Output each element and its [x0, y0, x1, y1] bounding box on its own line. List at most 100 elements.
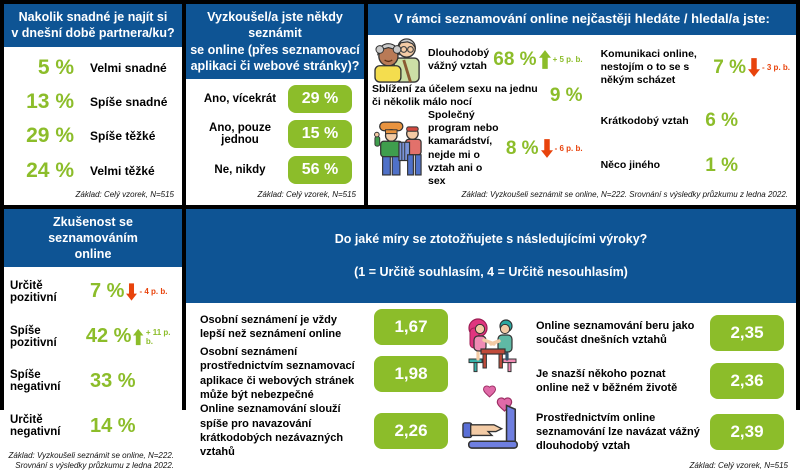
- stat-value: 14 %: [90, 414, 136, 437]
- stat-label: Něco jiného: [600, 159, 661, 172]
- stat-row: Spíše pozitivní 42 % + 11 p. b.: [10, 325, 178, 349]
- stat-label: Je snazší někoho poznat online než v běž…: [536, 367, 678, 394]
- statements-right-column: Online seznamování beru jako součást dne…: [536, 309, 784, 459]
- change-label: + 11 p. b.: [145, 327, 171, 346]
- panel-seeking-title: V rámci seznamování online nejčastěji hl…: [368, 4, 796, 35]
- stat-value-box: 56 %: [288, 156, 352, 185]
- stat-label: Spíše negativní: [10, 369, 61, 394]
- stat-label: Určitě pozitivní: [10, 279, 57, 304]
- stat-value: 6 %: [705, 110, 738, 132]
- stat-row: 29 % Spíše těžké: [12, 124, 174, 148]
- stat-label: Osobní seznámení je vždy lepší než sezná…: [200, 313, 342, 341]
- panel-tried-online-dating: Vyzkoušel/a jste někdy seznámit se onlin…: [186, 4, 364, 205]
- stat-value-box: 1,98: [374, 355, 448, 392]
- base-note: Základ: Vyzkoušeli seznámit se online, N…: [4, 449, 182, 476]
- stat-label: Krátkodobý vztah: [600, 114, 689, 127]
- elderly-couple-icon: [372, 37, 424, 83]
- stat-row: Krátkodobý vztah 6 %: [587, 110, 790, 132]
- base-note: Základ: Celý vzorek, N=515: [689, 461, 789, 471]
- stat-row: Ne, nikdy 56 %: [198, 156, 352, 185]
- stat-value: 5 %: [37, 55, 74, 79]
- stat-value: 42 %: [85, 325, 132, 348]
- stat-label: Online seznamování slouží spíše pro nava…: [200, 403, 344, 459]
- stat-row: 5 % Velmi snadné: [12, 56, 174, 80]
- stat-row: Ano, vícekrát 29 %: [198, 84, 352, 113]
- stat-label: Prostřednictvím online seznamování lze n…: [536, 411, 700, 453]
- stat-label: Spíše pozitivní: [10, 324, 57, 349]
- change-label: + 5 p. b.: [552, 55, 583, 65]
- base-note-line2: Srovnání s výsledky průzkumu z ledna 202…: [15, 461, 174, 471]
- panel-tried-title: Vyzkoušel/a jste někdy seznámit se onlin…: [186, 4, 364, 79]
- stat-row: Určitě negativní 14 %: [10, 414, 178, 438]
- stat-value: 7 %: [713, 56, 746, 78]
- stat-value-box: 2,36: [710, 362, 784, 399]
- stat-label: Určitě negativní: [10, 414, 61, 439]
- stat-label: Ne, nikdy: [214, 164, 266, 177]
- stat-value: 9 %: [549, 85, 583, 107]
- stat-value-block: 1 %: [705, 155, 738, 177]
- base-note: Základ: Vyzkoušeli seznámit se online, N…: [461, 189, 788, 199]
- panel-experience: Zkušenost se seznamováním online Určitě …: [4, 208, 182, 476]
- stat-value: 8 %: [505, 137, 539, 159]
- stat-trend: - 4 p. b.: [126, 282, 167, 302]
- base-note-line1: Základ: Vyzkoušeli seznámit se online, N…: [8, 450, 175, 460]
- stat-row: Spíše negativní 33 %: [10, 369, 178, 393]
- base-note: Základ: Celý vzorek, N=515: [75, 189, 175, 199]
- stat-value: 29 %: [26, 124, 74, 148]
- stat-value: 68 %: [493, 48, 537, 70]
- trend-down-icon: [126, 283, 138, 301]
- statements-icons-column: [456, 309, 528, 459]
- stat-value: 33 %: [90, 369, 136, 392]
- stat-value-box: 2,39: [710, 414, 784, 451]
- stat-value-block: 68 % + 5 p. b.: [493, 49, 582, 71]
- stat-row: Komunikaci online, nestojím o to se s ně…: [587, 48, 790, 87]
- change-label: - 6 p. b.: [554, 144, 583, 154]
- stat-row: Určitě pozitivní 7 % - 4 p. b.: [10, 280, 178, 304]
- stat-label: Ano, pouze jednou: [209, 122, 271, 147]
- trend-up-icon: [538, 50, 551, 70]
- stat-row: 13 % Spíše snadné: [12, 90, 174, 114]
- panel-statements-title-line2: (1 = Určitě souhlasím, 4 = Určitě nesouh…: [354, 265, 628, 280]
- stat-row: Dlouhodobý vážný vztah 68 % + 5 p. b.: [372, 37, 583, 83]
- stat-value-block: 7 % - 3 p. b.: [713, 57, 790, 79]
- stat-row: Online seznamování slouží spíše pro nava…: [200, 402, 448, 459]
- stat-row: Osobní seznámení je vždy lepší než sezná…: [200, 309, 448, 346]
- stat-value: 1 %: [705, 154, 738, 176]
- base-note: Základ: Celý vzorek, N=515: [257, 189, 357, 199]
- panel-experience-title: Zkušenost se seznamováním online: [4, 208, 182, 268]
- bottom-row: Zkušenost se seznamováním online Určitě …: [4, 208, 796, 476]
- panel-seeking-online: V rámci seznamování online nejčastěji hl…: [368, 4, 796, 205]
- stat-label: Dlouhodobý vážný vztah: [428, 46, 490, 72]
- stat-value: 24 %: [26, 158, 74, 182]
- stat-label: Spíše snadné: [90, 95, 168, 110]
- stat-label: Velmi těžké: [90, 163, 155, 178]
- panel-ease-of-finding-partner: Nakolik snadné je najít si v dnešní době…: [4, 4, 182, 205]
- stat-label: Osobní seznámení prostřednictvím seznamo…: [200, 346, 355, 401]
- stat-value-block: 8 % - 6 p. b.: [506, 138, 583, 160]
- panel-seeking-body: Dlouhodobý vážný vztah 68 % + 5 p. b. Sb…: [368, 35, 796, 188]
- stat-row: Něco jiného 1 %: [587, 155, 790, 177]
- trend-down-icon: [540, 139, 553, 158]
- stat-row: Je snazší někoho poznat online než v běž…: [536, 362, 784, 399]
- stat-value-block: 9 %: [550, 85, 583, 107]
- panel-statements-title: Do jaké míry se ztotožňujete s následují…: [186, 208, 796, 304]
- stat-row: Prostřednictvím online seznamování lze n…: [536, 411, 784, 454]
- stat-label: Komunikaci online, nestojím o to se s ně…: [600, 48, 697, 87]
- dating-couple-icon: [465, 313, 519, 375]
- change-label: - 3 p. b.: [762, 63, 790, 73]
- stat-label: Společný program nebo kamarádství, nejde…: [428, 109, 499, 187]
- stat-trend: + 11 p. b.: [133, 327, 178, 347]
- panel-ease-title: Nakolik snadné je najít si v dnešní době…: [4, 4, 182, 47]
- panel-experience-body: Určitě pozitivní 7 % - 4 p. b. Spíše poz…: [4, 267, 182, 448]
- trend-down-icon: [748, 58, 760, 78]
- stat-label: Spíše těžké: [90, 129, 156, 144]
- panel-statements-body: Osobní seznámení je vždy lepší než sezná…: [186, 303, 796, 459]
- stat-value-box: 29 %: [288, 84, 352, 113]
- stat-row: Online seznamování beru jako součást dne…: [536, 314, 784, 351]
- panel-statements-title-line1: Do jaké míry se ztotožňujete s následují…: [334, 231, 648, 246]
- panel-statements: Do jaké míry se ztotožňujete s následují…: [186, 208, 796, 476]
- seeking-right-column: Komunikaci online, nestojím o to se s ně…: [587, 37, 790, 188]
- stat-value: 13 %: [26, 90, 74, 114]
- stat-row: 24 % Velmi těžké: [12, 159, 174, 183]
- stat-row: Osobní seznámení prostřednictvím seznamo…: [200, 345, 448, 402]
